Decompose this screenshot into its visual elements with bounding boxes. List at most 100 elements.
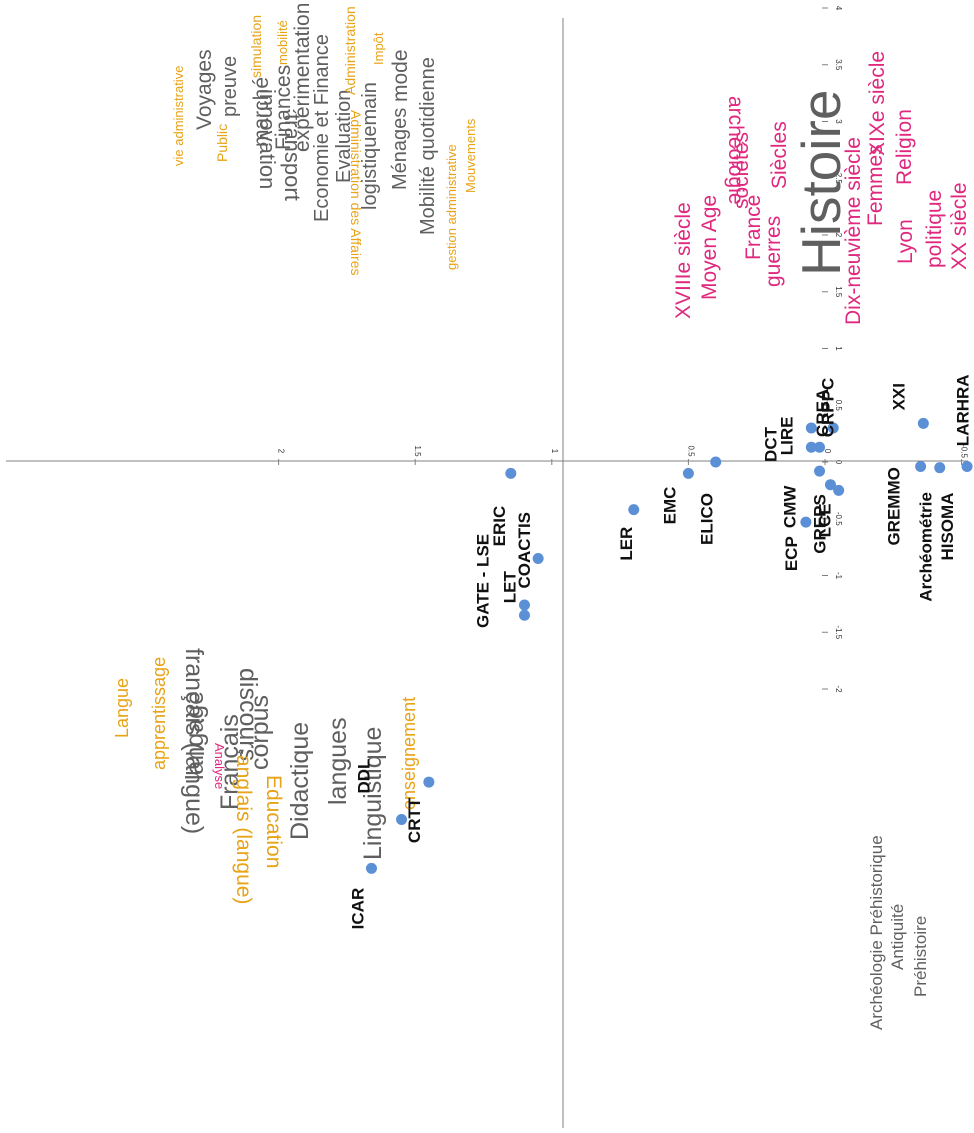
data-points: [365, 417, 973, 874]
point-label: ELICO: [698, 493, 717, 545]
point-label: LIRE: [777, 417, 796, 456]
word-didactique: Didactique: [286, 722, 314, 840]
data-point: [800, 516, 812, 528]
word-voyages: Voyages: [193, 49, 216, 130]
point-label: CMW: [781, 485, 800, 528]
word-xviiie-siecle: XVIIIe siècle: [672, 202, 695, 319]
point-label: CREA: [813, 389, 832, 437]
word-mobilite-quotidienne: Mobilité quotidienne: [417, 57, 439, 235]
data-point: [365, 862, 377, 874]
word-xixe-siecle: XIXe siècle: [866, 51, 889, 156]
x-tick-label: -2: [834, 685, 843, 693]
word-discours: discours: [234, 668, 262, 761]
data-point: [934, 462, 946, 474]
data-point: [824, 479, 836, 491]
word-innovation: innovation: [255, 89, 280, 189]
word-administration-des-affaires: Administration des Affaires: [348, 110, 364, 276]
point-label: XXI: [889, 383, 908, 410]
x-tick-label: 3.5: [834, 59, 843, 71]
word-france: France: [742, 195, 765, 260]
word-analyse: Analyse: [212, 743, 227, 789]
word-simulation: simulation: [248, 15, 264, 78]
word-mouvements: Mouvements: [463, 118, 478, 193]
point-label: ERIC: [490, 506, 509, 547]
y-axis: 21.510.50-0.5-1-1.5: [6, 444, 969, 465]
point-label: DDL: [355, 759, 374, 794]
data-point: [532, 552, 544, 564]
word-gestion-administrative: gestion administrative: [444, 144, 459, 270]
data-point: [961, 461, 973, 473]
word-transport: transport: [280, 114, 305, 201]
word-logistiquemain: logistiquemain: [359, 82, 381, 210]
data-point: [827, 422, 839, 434]
point-label: Archéométrie: [917, 492, 936, 602]
word-corpus: corpus: [246, 695, 274, 770]
data-point: [805, 441, 817, 453]
word-francais-langue: français (langue): [180, 648, 208, 834]
y-tick-label: 1: [550, 449, 559, 454]
point-label: COACTIS: [515, 512, 534, 589]
x-tick-label: 2: [834, 233, 843, 238]
word-economie-et-finance: Economie et Finance: [311, 34, 333, 222]
word-public: Public: [214, 124, 230, 162]
word-femmes: Femmes: [864, 144, 887, 226]
word-linguistique: Linguistique: [359, 727, 387, 860]
word-menages: Ménages: [389, 108, 411, 190]
point-label: ECP: [782, 536, 801, 571]
x-tick-label: 1: [834, 346, 843, 351]
y-tick-label: -0.5: [960, 444, 969, 458]
x-tick-label: 1.5: [834, 286, 843, 298]
word-mobilite: mobilité: [275, 20, 290, 65]
x-tick-label: 0.5: [834, 400, 843, 412]
word-cloud-archeologie: Archéologie Préhistorique Antiquité Préh…: [867, 835, 930, 1030]
point-label: LARHRA: [954, 374, 973, 446]
x-axis: 4 3.5 3 2.5 2 1.5 1 0.5 0 -0.5 -1 -1.5 -2: [562, 6, 843, 1128]
word-marche: marché: [250, 77, 273, 147]
point-label: CRTT: [405, 797, 424, 843]
word-guerres: guerres: [762, 216, 785, 287]
x-tick-label: 2.5: [834, 173, 843, 185]
point-label: LET: [500, 571, 519, 604]
data-point: [833, 484, 845, 496]
data-point: [805, 422, 817, 434]
word-archeologie-prehistorique: Archéologie Préhistorique: [867, 835, 886, 1030]
word-francais: Français: [216, 714, 244, 810]
x-tick-label: 3: [834, 119, 843, 124]
word-histoire: Histoire: [790, 90, 852, 276]
point-label: LCE: [816, 503, 835, 537]
word-mode: mode: [389, 49, 412, 102]
point-label: GREPS: [810, 494, 829, 554]
word-religion: Religion: [893, 109, 916, 185]
word-politique: politique: [923, 190, 946, 268]
x-tick-label: 0: [834, 460, 843, 465]
word-societes: sociétés: [730, 132, 753, 209]
data-point: [518, 609, 530, 621]
word-vie-administrative: vie administrative: [171, 66, 186, 166]
word-preuve: preuve: [219, 56, 241, 117]
word-moyen-age: Moyen Age: [698, 195, 721, 300]
y-tick-label: 0: [823, 449, 832, 454]
point-label: ICAR: [348, 888, 367, 930]
data-point: [628, 504, 640, 516]
data-point: [505, 467, 517, 479]
word-cloud-economie: vie administrative Voyages Public preuve…: [171, 3, 478, 276]
word-evaluation: Evaluation: [333, 90, 355, 183]
word-langue: Langue: [112, 678, 132, 738]
data-point: [814, 465, 826, 477]
word-experimentation: expérimentation: [291, 3, 314, 152]
word-finances: Finances: [272, 65, 295, 150]
data-point: [518, 599, 530, 611]
data-point: [814, 441, 826, 453]
word-prehistoire: Préhistoire: [911, 916, 930, 997]
point-label: EMC: [660, 487, 679, 525]
point-label: CRPPC: [819, 378, 838, 438]
point-label: DCT: [761, 426, 780, 462]
word-enseignement: enseignement: [399, 697, 419, 810]
word-dix-neuvieme-siecle: Dix-neuvième siècle: [842, 137, 865, 325]
word-antiquite: Antiquité: [888, 904, 907, 970]
point-labels: LET GATE - LSE COACTIS LER LIRE CREA DCT XXI LAR…: [348, 374, 973, 930]
y-tick-label: 2: [277, 449, 286, 454]
data-point: [710, 456, 722, 468]
x-tick-label: -1: [834, 572, 843, 580]
